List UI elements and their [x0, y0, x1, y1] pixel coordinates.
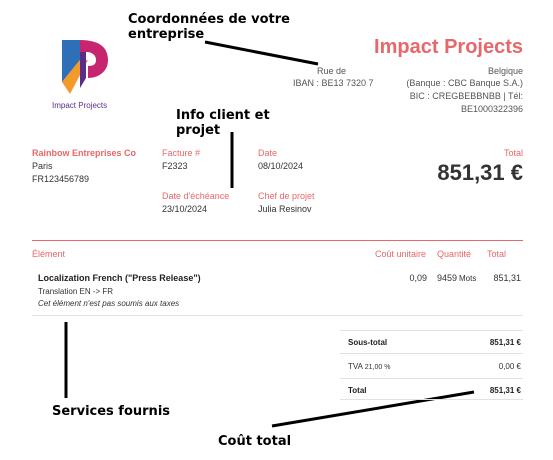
summary-divider-4	[340, 399, 523, 400]
tax-label: TVA 21,00 %	[348, 362, 390, 371]
summary-divider-1	[340, 330, 523, 331]
summary-divider-2	[340, 353, 523, 354]
invoice-number-label: Facture #	[162, 148, 201, 158]
logo-text: Impact Projects	[52, 101, 108, 110]
tax-value: 0,00 €	[498, 362, 521, 371]
row-item-sub: Translation EN -> FR	[38, 287, 114, 296]
invoice-date: 08/10/2024	[258, 161, 304, 171]
company-logo: Impact Projects	[48, 38, 118, 110]
grand-total-label: Total	[348, 386, 367, 395]
invoice-number: F2323	[162, 161, 188, 171]
table-bottom-divider	[32, 315, 523, 316]
row-unit-cost: 0,09	[409, 273, 427, 283]
table-top-divider	[32, 240, 523, 241]
project-manager: Julia Resinov	[258, 204, 312, 214]
subtotal-value: 851,31 €	[489, 338, 521, 347]
annotation-total: Coût total	[218, 434, 292, 449]
col-header-quantity: Quantité	[437, 249, 472, 259]
subtotal-label: Sous-total	[348, 338, 388, 347]
summary-divider-3	[340, 378, 523, 379]
col-header-item: Élément	[32, 249, 66, 259]
tax-label-text: TVA	[348, 362, 363, 371]
company-address-left: Rue de	[317, 66, 347, 76]
table-row: Localization French ("Press Release") Tr…	[0, 270, 553, 314]
annotation-client-info: Info client et projet	[176, 108, 270, 138]
invoice-date-label: Date	[258, 148, 278, 158]
project-manager-label: Chef de projet	[258, 191, 315, 201]
invoice-due: 23/10/2024	[162, 204, 208, 214]
grand-total-value: 851,31 €	[489, 386, 521, 395]
client-vat: FR123456789	[32, 174, 90, 184]
logo-mark-icon	[62, 40, 108, 94]
row-item-note: Cet élément n'est pas soumis aux taxes	[38, 299, 180, 308]
row-total: 851,31	[493, 273, 521, 283]
annotation-services: Services fournis	[52, 404, 171, 419]
client-city: Paris	[32, 161, 53, 171]
company-bank: (Banque : CBC Banque S.A.)	[406, 78, 523, 88]
col-header-total: Total	[487, 249, 507, 259]
tax-rate: 21,00 %	[364, 364, 391, 371]
row-quantity: 9459	[437, 273, 458, 283]
row-item-title: Localization French ("Press Release")	[38, 273, 201, 283]
company-bic: BIC : CREGBEBBNBB | Tél:	[409, 91, 523, 101]
invoice-total: 851,31 €	[437, 160, 523, 185]
client-name: Rainbow Entreprises Co	[32, 148, 137, 158]
company-vat: BE1000322396	[460, 104, 523, 114]
row-quantity-unit: Mots	[459, 274, 477, 283]
annotation-company-info: Coordonnées de votre entreprise	[128, 12, 290, 42]
invoice-due-label: Date d'échéance	[162, 191, 230, 201]
company-iban: IBAN : BE13 7320 7	[293, 78, 374, 88]
company-address-right: Belgique	[487, 66, 523, 76]
company-name: Impact Projects	[374, 36, 523, 58]
invoice-total-label: Total	[503, 148, 523, 158]
col-header-unit-cost: Coût unitaire	[375, 249, 427, 259]
